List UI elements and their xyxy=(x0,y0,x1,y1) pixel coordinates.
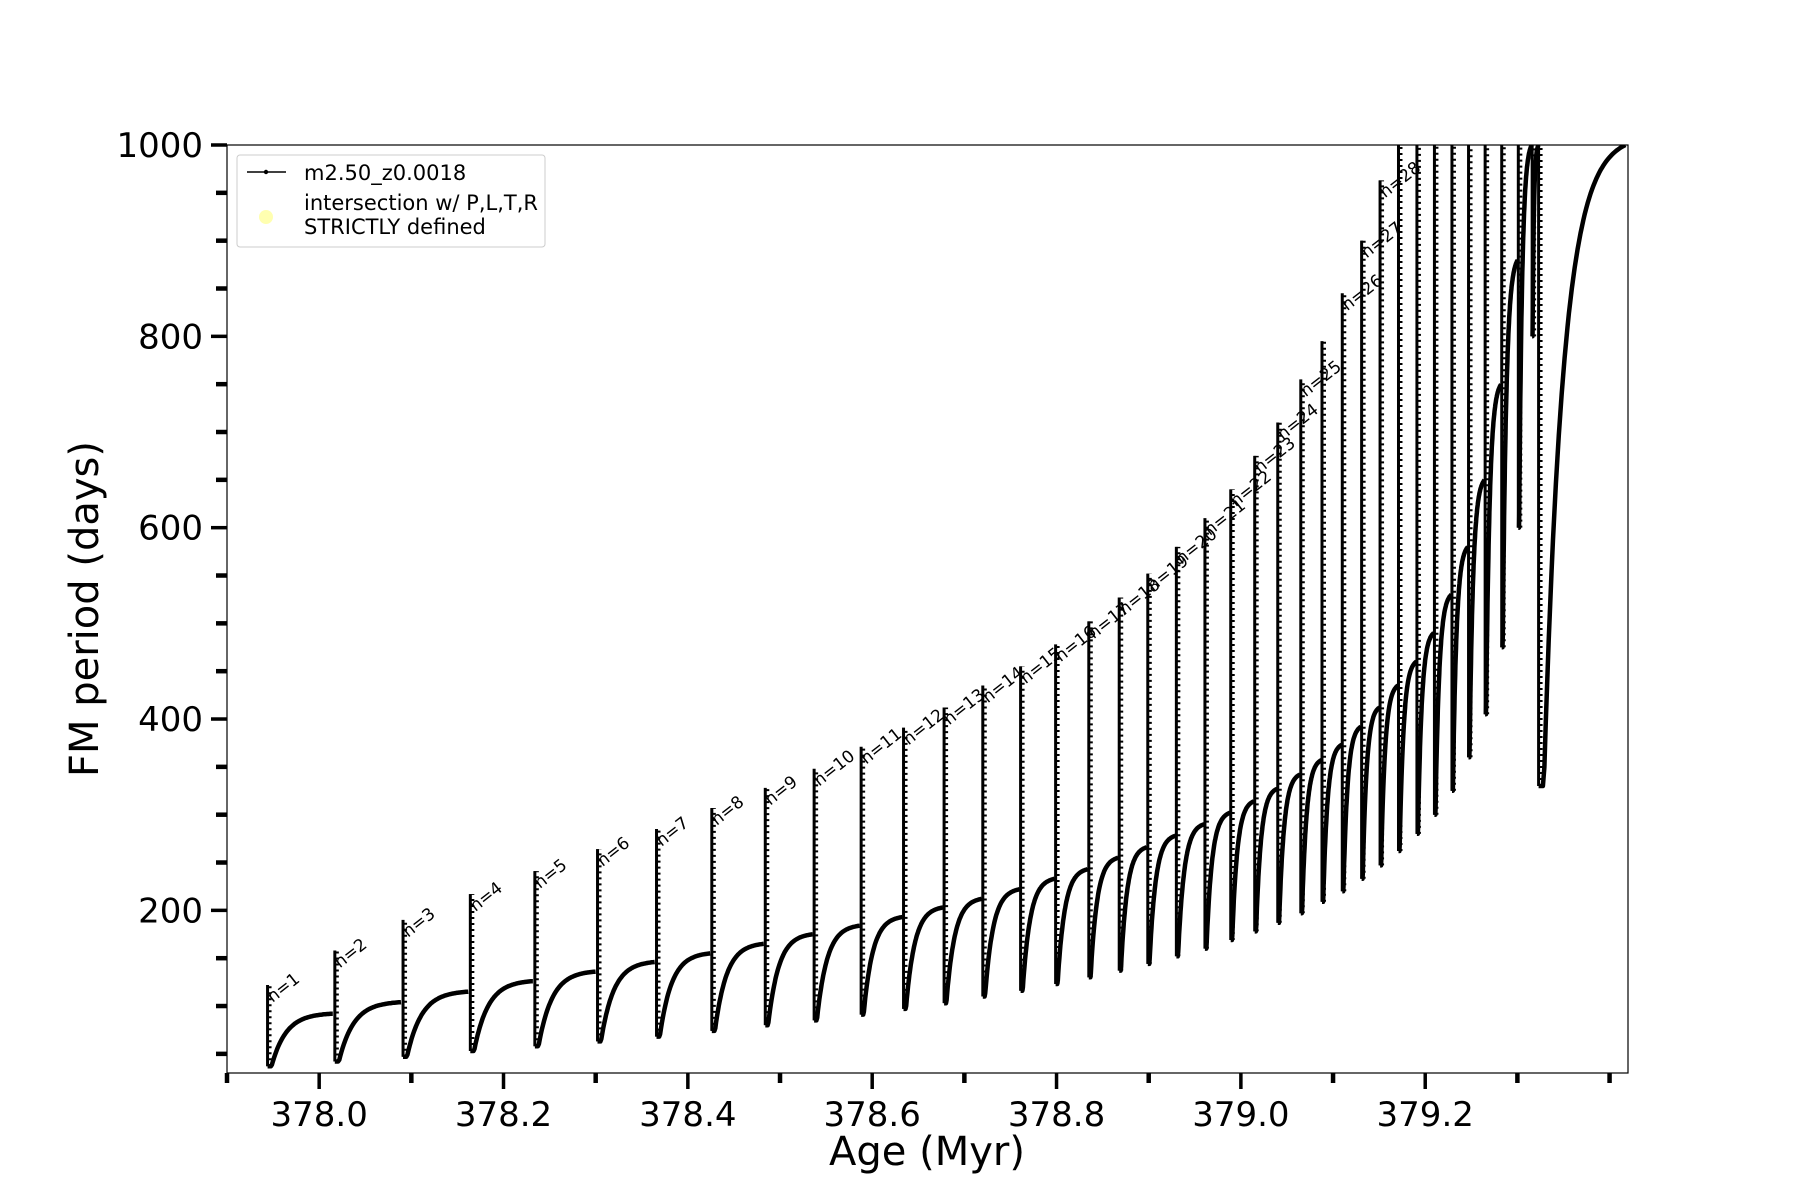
y-tick-label: 1000 xyxy=(116,126,203,166)
pulse-recovery-curve xyxy=(981,887,1022,999)
legend-label-series: m2.50_z0.0018 xyxy=(304,161,466,186)
pulse-recovery-curve xyxy=(859,914,904,1017)
pulse-recovery-curve xyxy=(1359,705,1382,882)
x-tick-label: 378.8 xyxy=(1008,1095,1105,1135)
pulse-recovery-curve xyxy=(655,951,712,1039)
pulse-recovery-curve xyxy=(1414,630,1436,837)
x-tick-label: 379.0 xyxy=(1192,1095,1289,1135)
pulse-recovery-curve xyxy=(901,905,945,1012)
y-axis-title: FM period (days) xyxy=(62,441,108,777)
legend-box xyxy=(236,154,546,248)
pulse-recovery-curve xyxy=(812,923,862,1023)
pulse-recovery-curve xyxy=(1087,855,1121,980)
pulse-recovery-curve xyxy=(1018,876,1057,993)
legend-label-intersection: intersection w/ P,L,T,R STRICTLY defined xyxy=(304,191,545,239)
y-tick-label: 600 xyxy=(138,509,203,549)
pulse-recovery-curve xyxy=(1449,544,1471,794)
pulse-recovery-curve xyxy=(1466,477,1487,760)
legend-label-intersection-line1: intersection w/ P,L,T,R xyxy=(304,191,538,215)
series-m2.50-z0.0018 xyxy=(266,145,1627,1069)
pulse-recovery-curve xyxy=(1228,799,1256,943)
x-tick-label: 378.6 xyxy=(824,1095,921,1135)
x-tick-label: 378.2 xyxy=(455,1095,552,1135)
pulse-recovery-curve xyxy=(596,959,657,1044)
x-tick-label: 378.4 xyxy=(639,1095,736,1135)
x-axis-title: Age (Myr) xyxy=(829,1129,1025,1175)
pulse-recovery-curve xyxy=(710,941,766,1034)
pulse-recovery-curve xyxy=(1203,810,1232,951)
legend-line-swatch-dot xyxy=(263,169,269,175)
y-tick-label: 800 xyxy=(138,317,203,357)
pulse-recovery-curve xyxy=(1174,822,1206,959)
pulse-recovery-curve xyxy=(942,896,984,1006)
pulse-recovery-curve xyxy=(1146,833,1178,967)
legend-label-intersection-line2: STRICTLY defined xyxy=(304,215,486,239)
pulse-recovery-curve xyxy=(1432,592,1454,817)
pulse-recovery-curve xyxy=(333,999,403,1064)
pulse-recovery-curve xyxy=(1320,742,1344,905)
pulse-recovery-curve xyxy=(469,978,535,1054)
legend-marker-intersection xyxy=(259,210,273,224)
x-axis: 378.0 378.2 378.4 378.6 378.8 379.0 379.2 xyxy=(224,1073,1612,1135)
pulse-recovery-curve xyxy=(1117,845,1149,973)
pulse-recovery-curve xyxy=(1378,683,1400,868)
pulse-recovery-curve xyxy=(1298,758,1324,916)
x-tick-label: 378.0 xyxy=(270,1095,367,1135)
pulse-recovery-curve xyxy=(401,989,470,1059)
pulse-recovery-curve xyxy=(1537,145,1627,789)
y-axis: 200 400 600 800 1000 xyxy=(116,126,227,1057)
pulse-recovery-curve xyxy=(1516,145,1534,530)
pulse-recovery-curve xyxy=(1499,258,1520,650)
pulse-recovery-curve xyxy=(1483,382,1504,717)
pulse-recovery-curve xyxy=(1340,724,1363,894)
x-tick-label: 379.2 xyxy=(1377,1095,1474,1135)
y-tick-label: 200 xyxy=(138,891,203,931)
pulse-recovery-curve xyxy=(1396,659,1419,854)
plot-frame xyxy=(226,144,1629,1074)
pulse-recovery-curve xyxy=(533,969,597,1049)
pulse-recovery-curve xyxy=(763,932,815,1028)
pulse-recovery-curve xyxy=(1275,772,1302,926)
pulse-recovery-curve xyxy=(266,1011,334,1069)
y-tick-label: 400 xyxy=(138,700,203,740)
pulse-recovery-curve xyxy=(1053,867,1090,987)
legend: m2.50_z0.0018 intersection w/ P,L,T,R ST… xyxy=(236,154,546,248)
pulse-recovery-curve xyxy=(1252,786,1279,934)
